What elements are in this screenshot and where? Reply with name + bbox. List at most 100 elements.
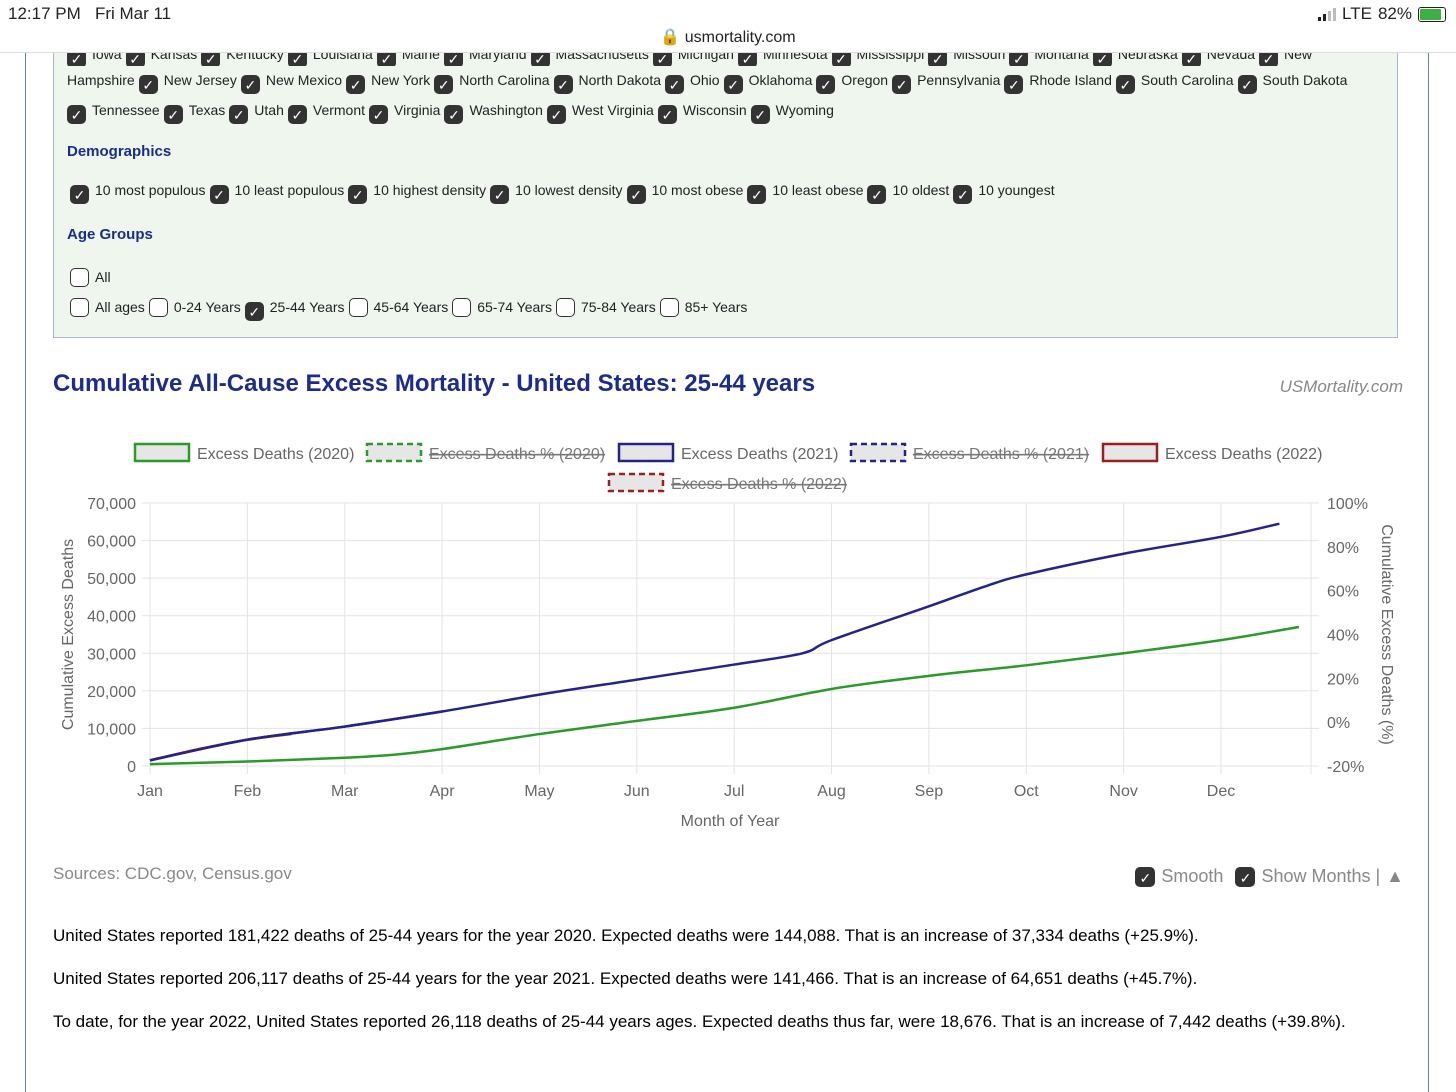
legend-item[interactable]: Excess Deaths (2020) xyxy=(133,442,354,463)
y2-tick-label: 40% xyxy=(1327,628,1359,645)
checkbox-item[interactable]: ✓ 10 most obese xyxy=(626,182,744,204)
checkbox-label: South Carolina xyxy=(1140,72,1234,88)
checkbox-item[interactable]: 45-64 Years xyxy=(348,298,448,317)
legend-item[interactable]: Excess Deaths % (2020) xyxy=(365,442,605,463)
checkbox-item[interactable]: ✓ 10 highest density xyxy=(348,182,486,204)
checkbox-box: ✓ xyxy=(369,104,389,124)
checkbox-item[interactable]: ✓ New York xyxy=(346,66,430,96)
checkbox-item[interactable]: Hampshire xyxy=(67,66,135,96)
checkbox-item[interactable]: ✓ Oregon xyxy=(816,66,888,96)
chart-grid xyxy=(142,502,1319,774)
checkbox-box: ✓ xyxy=(553,75,573,94)
summary-2021: United States reported 206,117 deaths of… xyxy=(53,969,1198,988)
checkbox-item[interactable]: ✓ North Dakota xyxy=(553,66,661,96)
checkbox-item[interactable]: ✓ Wisconsin xyxy=(657,96,747,126)
checkbox-label: 10 most populous xyxy=(95,182,206,198)
checkbox-label: West Virginia xyxy=(571,101,654,118)
legend-item[interactable]: Excess Deaths (2022) xyxy=(1101,442,1322,463)
series-line-1 xyxy=(149,522,1280,762)
checkbox-item[interactable]: ✓ West Virginia xyxy=(546,96,654,126)
show-months-label: Show Months | xyxy=(1261,866,1381,886)
checkbox-item[interactable]: ✓ New Mexico xyxy=(240,66,342,96)
checkbox-label: 85+ Years xyxy=(684,299,748,315)
chart-title: Cumulative All-Cause Excess Mortality - … xyxy=(53,370,816,397)
x-tick-label: Dec xyxy=(1207,783,1235,800)
checkbox-item[interactable]: ✓ Vermont xyxy=(287,96,365,126)
status-right: LTE 82% xyxy=(1318,4,1446,24)
lock-icon: 🔒 xyxy=(660,29,681,46)
checkbox-item[interactable]: 75-84 Years xyxy=(555,298,656,317)
checkbox-label: 65-74 Years xyxy=(477,299,552,315)
age-group-checkbox-row: All ages 0-24 Years ✓ 25-44 Years 45-64 Year… xyxy=(70,298,751,321)
checkbox-label: 0-24 Years xyxy=(173,299,241,315)
checkbox-item[interactable]: ✓ 10 least populous xyxy=(209,182,344,204)
checkbox-label: Wyoming xyxy=(775,101,834,118)
scroll-top-icon[interactable]: ▲ xyxy=(1386,866,1404,886)
checkbox-box: ✓ xyxy=(287,104,307,124)
checkbox-item[interactable]: ✓ New Jersey xyxy=(138,66,237,96)
excess-mortality-chart: Excess Deaths (2020) Excess Deaths % (202… xyxy=(60,442,1395,830)
show-months-checkbox[interactable]: ✓ xyxy=(1235,866,1256,887)
checkbox-item[interactable]: All ages xyxy=(70,298,145,317)
checkbox-box: ✓ xyxy=(750,104,770,124)
legend-label: Excess Deaths % (2020) xyxy=(429,446,605,463)
checkbox-item[interactable]: ✓ 25-44 Years xyxy=(244,299,345,321)
checkbox-box xyxy=(148,298,168,317)
legend-item[interactable]: Excess Deaths % (2022) xyxy=(607,472,847,493)
checkbox-box: ✓ xyxy=(1237,75,1257,94)
status-bar: 12:17 PM Fri Mar 11 LTE 82% 🔒 usmortalit… xyxy=(0,0,1456,53)
y-tick-label: 60,000 xyxy=(87,534,136,551)
checkbox-item[interactable]: ✓ 10 youngest xyxy=(953,182,1055,204)
checkbox-label: Rhode Island xyxy=(1029,72,1112,88)
checkbox-box xyxy=(348,298,368,317)
checkbox-item[interactable]: ✓ Ohio xyxy=(665,66,720,96)
legend-swatch xyxy=(607,472,665,493)
checkbox-item[interactable]: ✓ North Carolina xyxy=(434,66,550,96)
y2-tick-label: 80% xyxy=(1327,540,1359,557)
checkbox-item[interactable]: ✓ Washington xyxy=(444,96,543,126)
legend-item[interactable]: Excess Deaths % (2021) xyxy=(849,442,1089,463)
y-tick-label: 30,000 xyxy=(87,646,136,663)
checkbox-item[interactable]: 65-74 Years xyxy=(452,298,552,317)
age-all-checkbox[interactable]: All xyxy=(70,268,111,287)
checkbox-item[interactable]: ✓ Virginia xyxy=(369,96,440,126)
checkbox-box: ✓ xyxy=(1004,75,1024,94)
checkbox-box: ✓ xyxy=(348,185,368,204)
checkbox-item[interactable]: ✓ Pennsylvania xyxy=(892,66,1000,96)
checkbox-item[interactable]: ✓ Oklahoma xyxy=(723,66,812,96)
x-tick-label: Jan xyxy=(137,783,163,800)
sources-note: Sources: CDC.gov, Census.gov xyxy=(53,864,292,883)
legend-item[interactable]: Excess Deaths (2021) xyxy=(617,442,838,463)
checkbox-box: ✓ xyxy=(657,104,677,124)
checkbox-box xyxy=(659,298,679,317)
checkbox-box xyxy=(70,298,89,317)
checkbox-label: 10 most obese xyxy=(651,182,744,198)
checkbox-item[interactable]: ✓ Tennessee xyxy=(67,96,160,126)
x-tick-label: May xyxy=(524,783,554,800)
checkbox-label: New Jersey xyxy=(163,72,237,88)
checkbox-item[interactable]: ✓ Wyoming xyxy=(750,96,834,126)
checkbox-item[interactable]: 0-24 Years xyxy=(148,298,241,317)
legend-label: Excess Deaths % (2022) xyxy=(671,476,847,493)
series-line-0 xyxy=(149,625,1300,766)
checkbox-item[interactable]: 85+ Years xyxy=(659,298,748,317)
checkbox-item[interactable]: ✓ South Carolina xyxy=(1115,66,1234,96)
checkbox-label: Wisconsin xyxy=(682,101,747,118)
address-bar[interactable]: 🔒 usmortality.com xyxy=(660,29,796,46)
legend-label: Excess Deaths (2021) xyxy=(681,446,838,463)
checkbox-item[interactable]: ✓ South Dakota xyxy=(1237,66,1347,96)
demographics-heading: Demographics xyxy=(67,143,172,160)
checkbox-box: ✓ xyxy=(626,185,646,204)
checkbox-box: ✓ xyxy=(229,104,249,124)
checkbox-item[interactable]: ✓ 10 lowest density xyxy=(490,182,623,204)
checkbox-item[interactable]: ✓ Utah xyxy=(229,96,284,126)
checkbox-box xyxy=(555,298,575,317)
checkbox-item[interactable]: ✓ 10 oldest xyxy=(867,182,949,204)
checkbox-item[interactable]: ✓ Texas xyxy=(163,96,225,126)
checkbox-item[interactable]: ✓ Rhode Island xyxy=(1004,66,1112,96)
checkbox-label: 10 least obese xyxy=(772,182,864,198)
checkbox-item[interactable]: ✓ 10 least obese xyxy=(747,182,863,204)
smooth-checkbox[interactable]: ✓ xyxy=(1135,866,1156,887)
checkbox-item[interactable]: ✓ 10 most populous xyxy=(70,182,206,204)
checkbox-box: ✓ xyxy=(240,75,260,94)
